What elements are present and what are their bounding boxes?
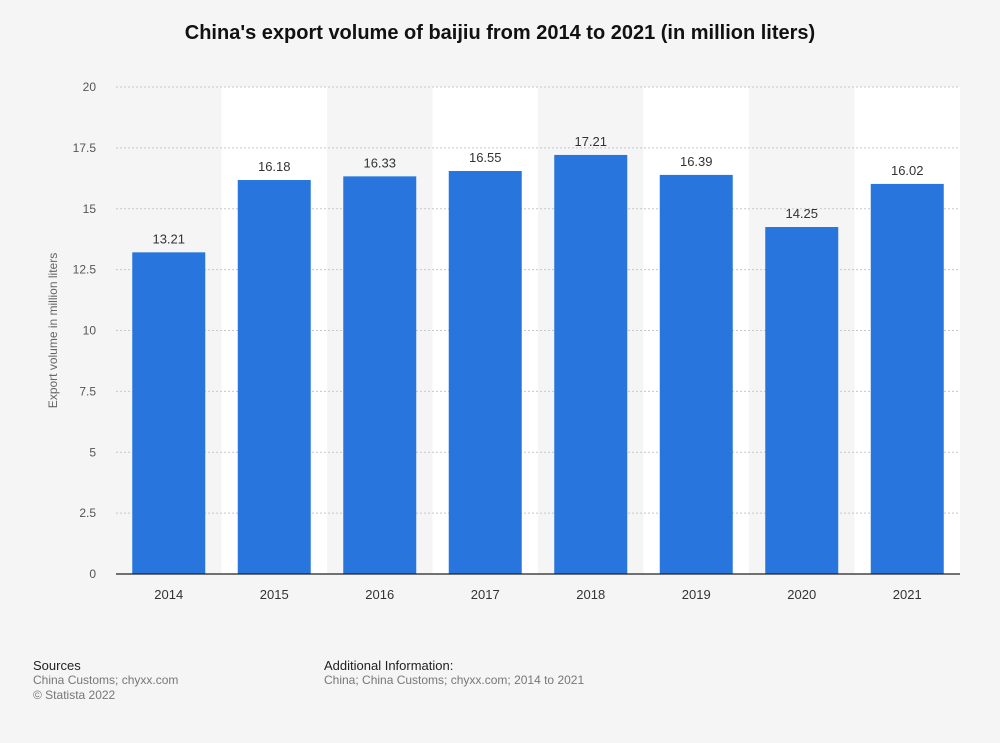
bar[interactable] bbox=[448, 171, 522, 574]
data-label: 16.02 bbox=[891, 163, 924, 178]
y-tick-label: 10 bbox=[83, 324, 97, 338]
x-tick-label: 2014 bbox=[154, 587, 183, 602]
sources-text: China Customs; chyxx.com bbox=[33, 673, 179, 687]
y-axis-ticks: 0 2.5 5 7.5 10 12.5 15 17.5 20 bbox=[73, 80, 97, 581]
bar[interactable] bbox=[870, 183, 944, 574]
bars bbox=[132, 154, 944, 575]
data-labels: 13.21 16.18 16.33 16.55 17.21 16.39 14.25 16.02 bbox=[152, 134, 923, 246]
bar[interactable] bbox=[765, 227, 839, 574]
y-tick-label: 20 bbox=[83, 80, 97, 94]
bar[interactable] bbox=[237, 180, 311, 574]
x-tick-label: 2020 bbox=[787, 587, 816, 602]
y-tick-label: 15 bbox=[83, 202, 97, 216]
y-tick-label: 0 bbox=[89, 567, 96, 581]
x-tick-label: 2015 bbox=[260, 587, 289, 602]
x-tick-label: 2018 bbox=[576, 587, 605, 602]
additional-info-heading: Additional Information: bbox=[324, 658, 454, 673]
data-label: 17.21 bbox=[574, 134, 607, 149]
sources-block: Sources China Customs; chyxx.com © Stati… bbox=[33, 658, 178, 703]
bar[interactable] bbox=[343, 176, 417, 574]
y-tick-label: 7.5 bbox=[79, 384, 96, 398]
x-tick-label: 2016 bbox=[365, 587, 394, 602]
bar[interactable] bbox=[659, 174, 733, 574]
data-label: 13.21 bbox=[152, 231, 185, 246]
y-tick-label: 12.5 bbox=[73, 263, 97, 277]
y-axis-label: Export volume in million liters bbox=[46, 253, 60, 408]
bar[interactable] bbox=[554, 154, 628, 574]
x-tick-label: 2017 bbox=[471, 587, 500, 602]
additional-info-block: Additional Information: China; China Cus… bbox=[324, 658, 584, 688]
bar-chart: 0 2.5 5 7.5 10 12.5 15 17.5 20 13.21 16.18 16.33 16… bbox=[46, 80, 960, 602]
data-label: 16.55 bbox=[469, 150, 502, 165]
data-label: 16.39 bbox=[680, 154, 713, 169]
copyright-text: © Statista 2022 bbox=[33, 688, 116, 702]
chart-title: China's export volume of baijiu from 201… bbox=[184, 22, 816, 44]
data-label: 16.18 bbox=[258, 159, 291, 174]
x-axis-ticks: 2014 2015 2016 2017 2018 2019 2020 2021 bbox=[154, 587, 921, 602]
x-tick-label: 2021 bbox=[893, 587, 922, 602]
y-tick-label: 17.5 bbox=[73, 141, 97, 155]
additional-info-text: China; China Customs; chyxx.com; 2014 to… bbox=[324, 673, 585, 687]
y-tick-label: 5 bbox=[89, 445, 96, 459]
data-label: 16.33 bbox=[363, 155, 396, 170]
data-label: 14.25 bbox=[785, 206, 818, 221]
bar[interactable] bbox=[132, 252, 206, 575]
sources-heading: Sources bbox=[33, 658, 81, 673]
x-tick-label: 2019 bbox=[682, 587, 711, 602]
y-tick-label: 2.5 bbox=[79, 506, 96, 520]
